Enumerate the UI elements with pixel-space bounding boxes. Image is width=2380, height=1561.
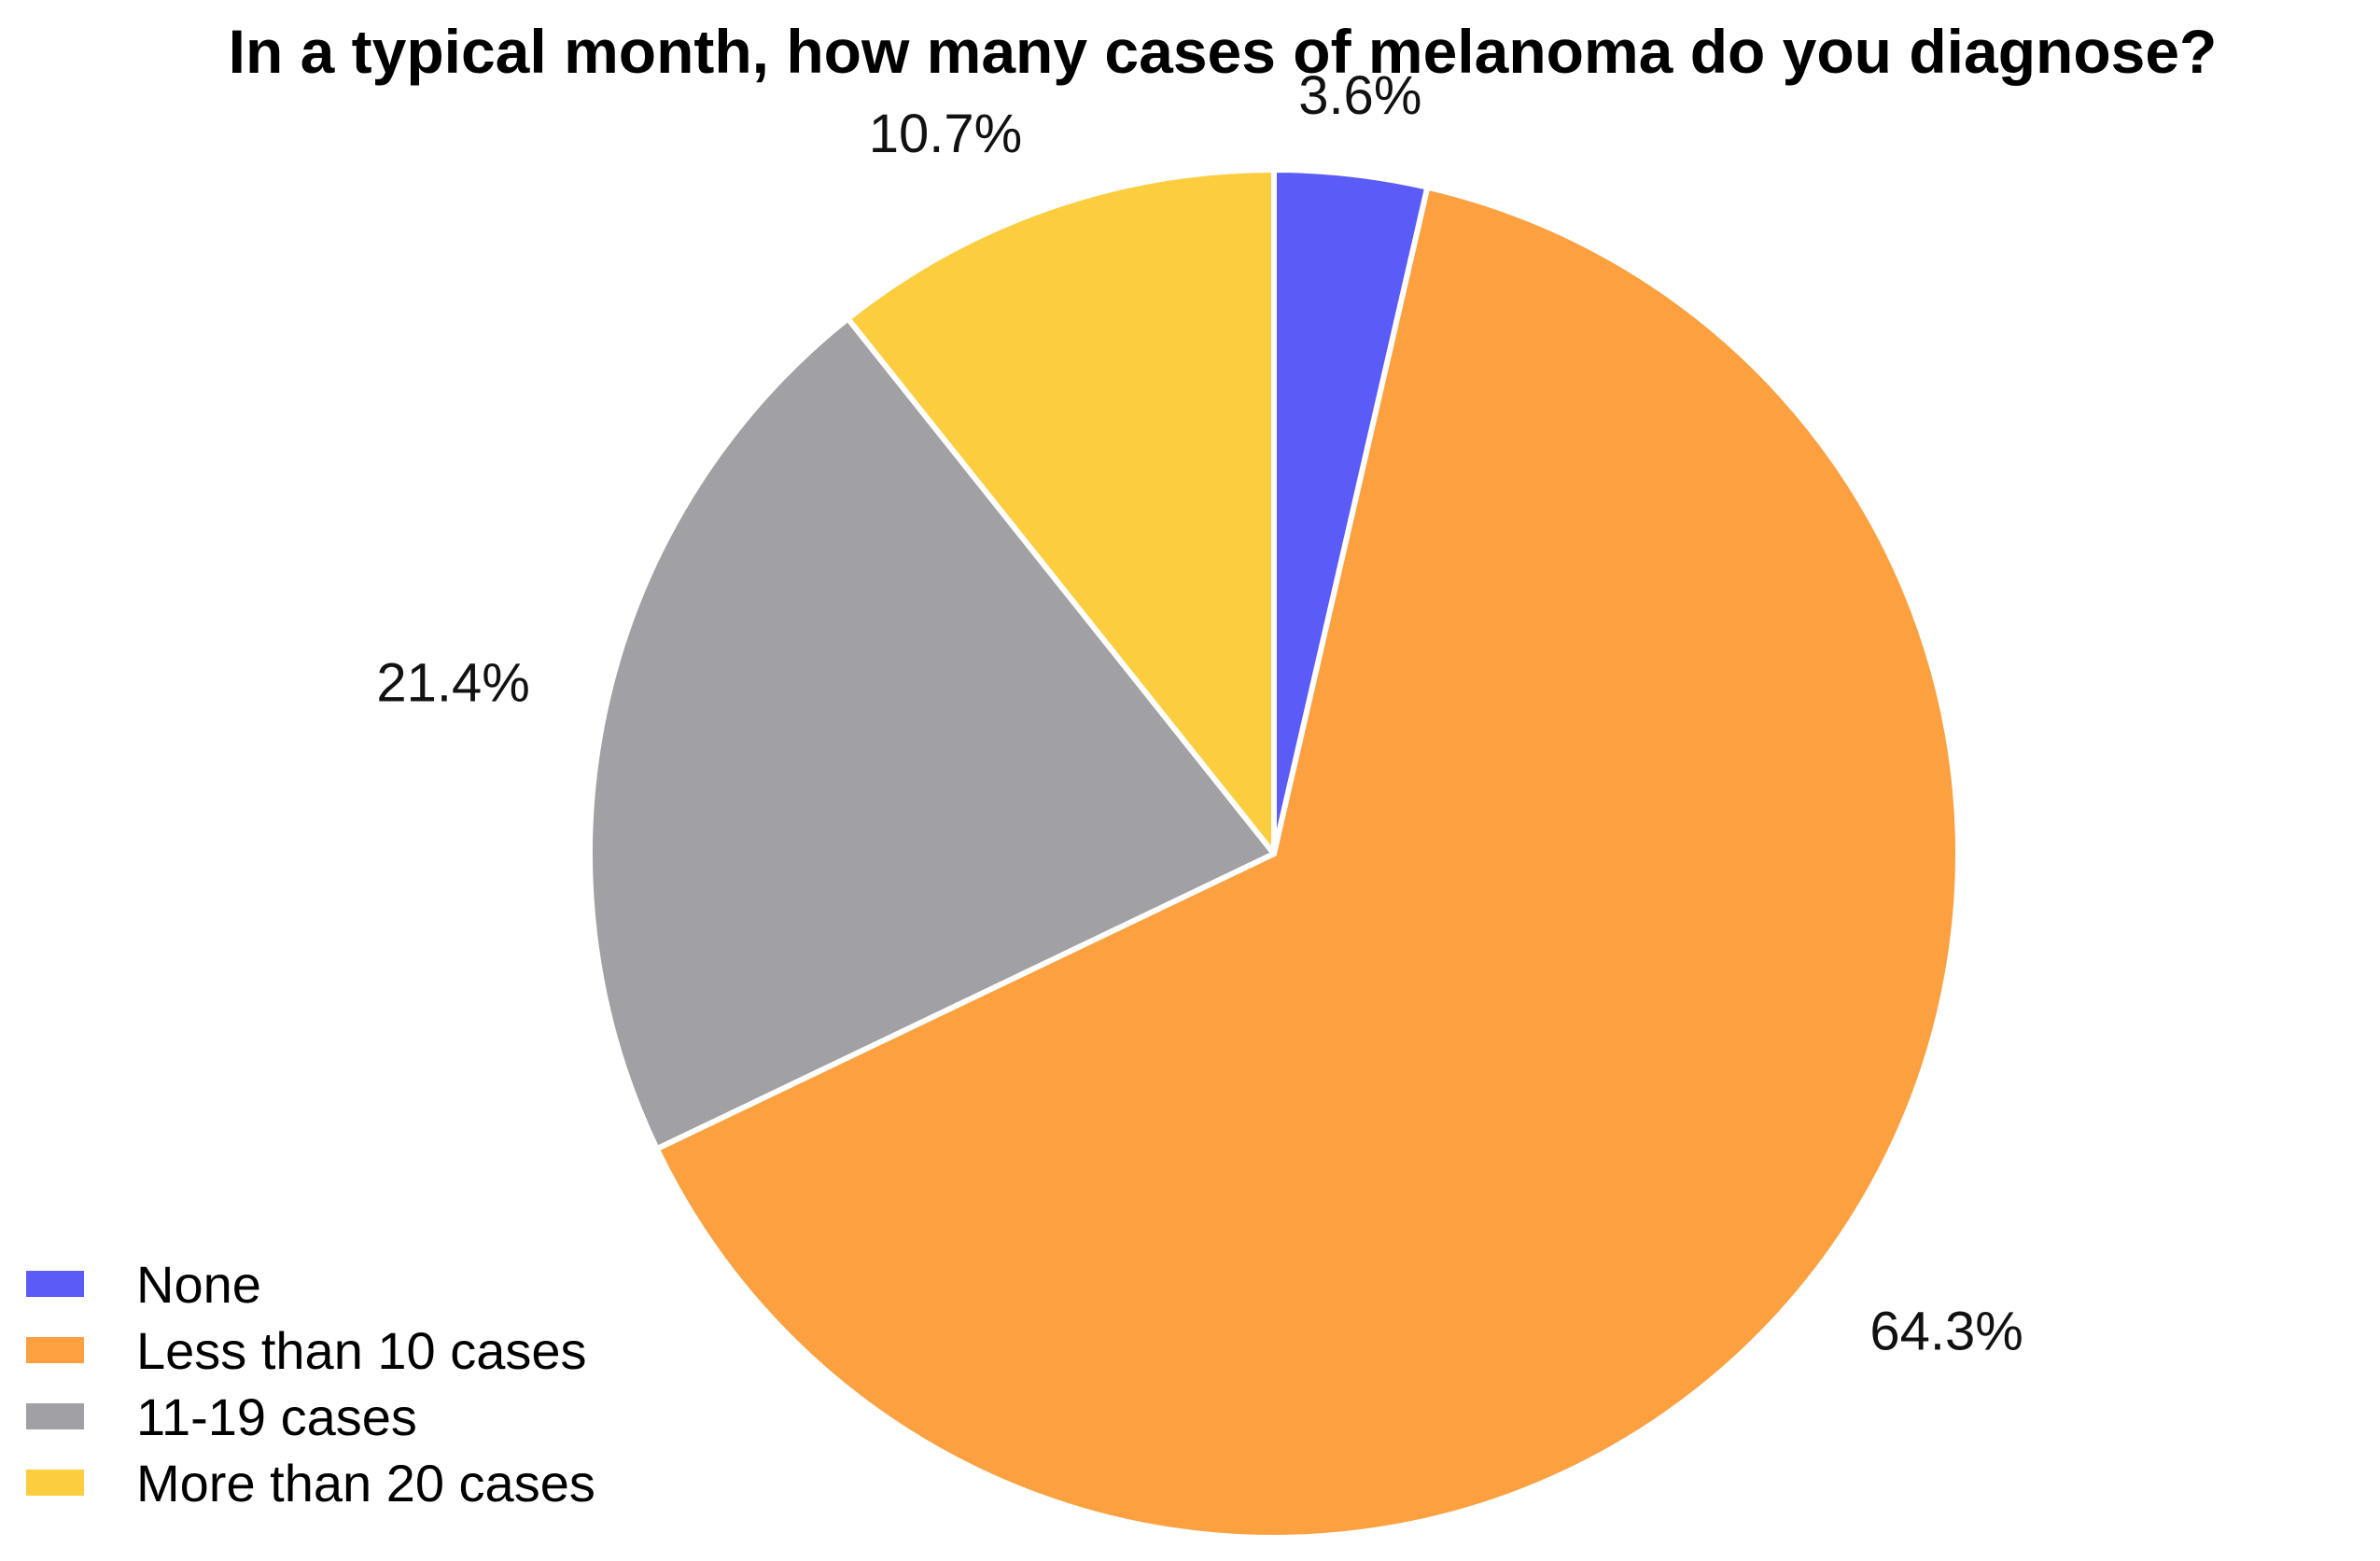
legend-label-less-than-10-cases: Less than 10 cases <box>136 1321 587 1380</box>
pie-slice-more-than-20-cases <box>845 167 1277 857</box>
pie-data-labels: 3.6% 64.3% 21.4% 10.7% <box>376 65 2023 1361</box>
legend-swatch-less-than-10-cases <box>26 1337 84 1363</box>
legend-swatch-none <box>26 1271 84 1297</box>
data-label-11-19-cases: 21.4% <box>376 653 529 714</box>
legend-label-11-19-cases: 11-19 cases <box>136 1387 417 1446</box>
pie-slice-less-than-10-cases <box>653 184 1962 1540</box>
legend-swatch-more-than-20-cases <box>26 1470 84 1496</box>
legend-swatch-11-19-cases <box>26 1403 84 1429</box>
chart-title: In a typical month, how many cases of me… <box>229 17 2218 86</box>
pie-slices <box>587 167 1962 1540</box>
legend: None Less than 10 cases 11-19 cases More th… <box>26 1255 595 1512</box>
data-label-none: 3.6% <box>1298 65 1421 126</box>
legend-label-more-than-20-cases: More than 20 cases <box>136 1454 595 1512</box>
data-label-less-than-10-cases: 64.3% <box>1869 1301 2023 1361</box>
pie-slice-11-19-cases <box>587 315 1277 1152</box>
legend-label-none: None <box>136 1255 261 1314</box>
data-label-more-than-20-cases: 10.7% <box>869 104 1022 164</box>
